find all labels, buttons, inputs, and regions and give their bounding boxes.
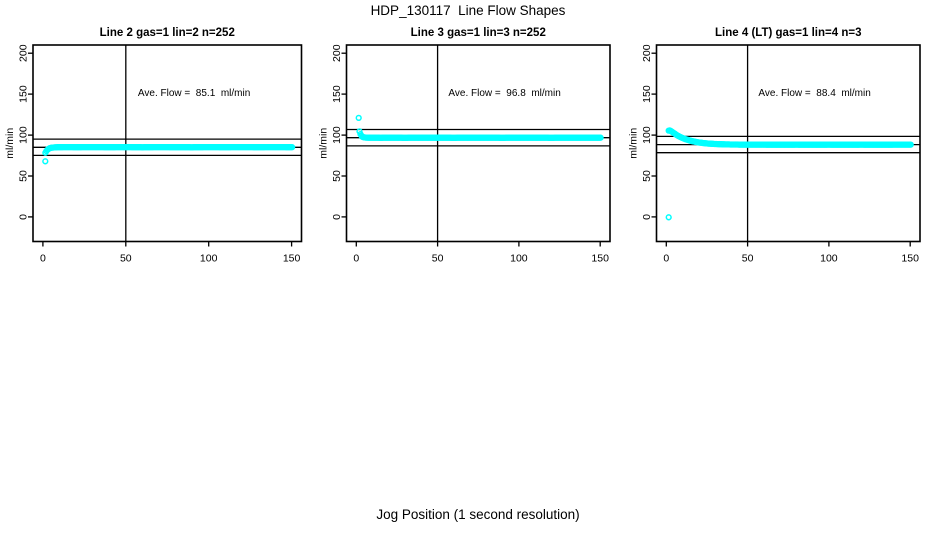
data-point (597, 134, 604, 141)
y-axis-title: ml/min (628, 128, 640, 159)
y-tick-label: 0 (331, 214, 343, 220)
y-tick-label: 150 (18, 85, 30, 103)
y-tick-label: 200 (641, 44, 653, 62)
x-tick-label: 100 (200, 253, 218, 265)
panel-title: Line 4 (LT) gas=1 lin=4 n=3 (715, 27, 861, 39)
x-tick-label: 100 (820, 253, 838, 265)
plot-box (655, 44, 921, 243)
data-points (355, 114, 604, 141)
panel-title: Line 3 gas=1 lin=3 n=252 (411, 27, 546, 39)
x-tick-label: 150 (901, 253, 919, 265)
panel-3: 0 50 100 150 0 50 100 150 200 ml/min Line 4 (LT) g… (628, 27, 921, 265)
panel-2: 0 50 100 150 0 50 100 150 200 ml/min Line 3 gas=1 … (318, 27, 611, 265)
ave-flow-annotation: Ave. Flow = 96.8 ml/min (448, 88, 560, 99)
plot-box (345, 44, 611, 243)
x-tick-label: 0 (353, 253, 359, 265)
y-tick-label: 50 (18, 170, 30, 182)
y-tick-label: 50 (331, 170, 343, 182)
y-tick-label: 0 (18, 214, 30, 220)
y-tick-label: 100 (18, 126, 30, 144)
panel-1: 0 50 100 150 0 50 100 150 200 ml/min Line 2 gas=1 … (4, 27, 303, 265)
x-tick-label: 0 (40, 253, 46, 265)
y-axis-title: ml/min (318, 128, 330, 159)
ave-flow-annotation: Ave. Flow = 88.4 ml/min (758, 88, 870, 99)
outlier-point (355, 114, 362, 122)
y-tick-label: 200 (331, 44, 343, 62)
outlier-point (42, 158, 49, 165)
figure-title: HDP_130117 Line Flow Shapes (370, 3, 566, 18)
x-tick-label: 50 (432, 253, 444, 265)
y-tick-label: 100 (641, 126, 653, 144)
y-tick-label: 50 (641, 170, 653, 182)
y-tick-label: 0 (641, 214, 653, 220)
y-axis-title: ml/min (4, 128, 16, 159)
x-tick-label: 100 (510, 253, 528, 265)
y-tick-label: 200 (18, 44, 30, 62)
x-tick-label: 150 (283, 253, 301, 265)
x-tick-label: 150 (591, 253, 609, 265)
outlier-point (665, 214, 672, 221)
data-point (288, 144, 296, 151)
data-point (907, 141, 914, 148)
data-points (665, 127, 914, 221)
panel-title: Line 2 gas=1 lin=2 n=252 (100, 27, 235, 39)
x-tick-label: 50 (742, 253, 754, 265)
plot-box (32, 44, 303, 243)
y-tick-label: 150 (331, 85, 343, 103)
ave-flow-annotation: Ave. Flow = 85.1 ml/min (138, 88, 250, 99)
data-points (42, 143, 296, 165)
x-axis-label: Jog Position (1 second resolution) (376, 507, 580, 522)
x-tick-label: 50 (120, 253, 132, 265)
x-tick-label: 0 (663, 253, 669, 265)
y-tick-label: 100 (331, 126, 343, 144)
y-tick-label: 150 (641, 85, 653, 103)
